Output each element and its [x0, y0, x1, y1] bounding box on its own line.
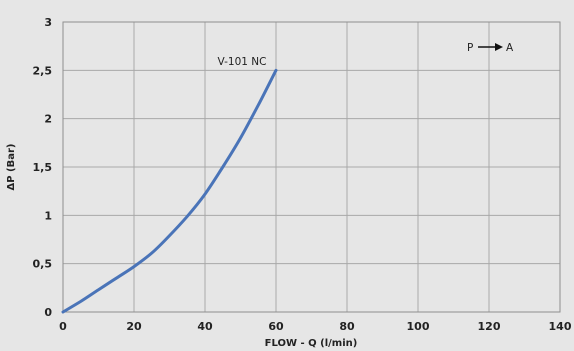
- y-tick-label: 2,5: [33, 64, 53, 77]
- x-tick-label: 20: [126, 320, 142, 333]
- series-line-0: [61, 68, 278, 314]
- y-tick-labels: 0 0,5 1 1,5 2 2,5 3: [33, 16, 53, 319]
- y-tick-label: 1: [44, 209, 52, 222]
- y-tick-label: 1,5: [33, 161, 53, 174]
- flow-arrow-icon: [495, 43, 503, 51]
- y-tick-label: 3: [44, 16, 52, 29]
- x-axis-label: FLOW - Q (l/min): [265, 338, 358, 349]
- series-label-annotation: V-101 NC: [218, 56, 267, 68]
- x-tick-label: 0: [59, 320, 67, 333]
- y-tick-label: 0: [44, 306, 52, 319]
- y-tick-label: 2: [44, 113, 52, 126]
- series-layer: [61, 68, 278, 314]
- y-tick-label: 0,5: [33, 258, 53, 271]
- x-tick-label: 60: [268, 320, 284, 333]
- x-tick-label: 120: [478, 320, 501, 333]
- y-axis-label: ΔP (Bar): [6, 144, 17, 191]
- flow-from-label: P: [467, 42, 473, 54]
- flow-direction-annotation: P A: [467, 42, 514, 54]
- x-tick-label: 140: [549, 320, 572, 333]
- x-tick-label: 40: [197, 320, 213, 333]
- x-tick-label: 80: [339, 320, 355, 333]
- x-tick-label: 100: [407, 320, 430, 333]
- flow-to-label: A: [506, 42, 514, 54]
- x-tick-labels: 0 20 40 60 80 100 120 140: [59, 320, 572, 333]
- plot-frame: [62, 21, 561, 313]
